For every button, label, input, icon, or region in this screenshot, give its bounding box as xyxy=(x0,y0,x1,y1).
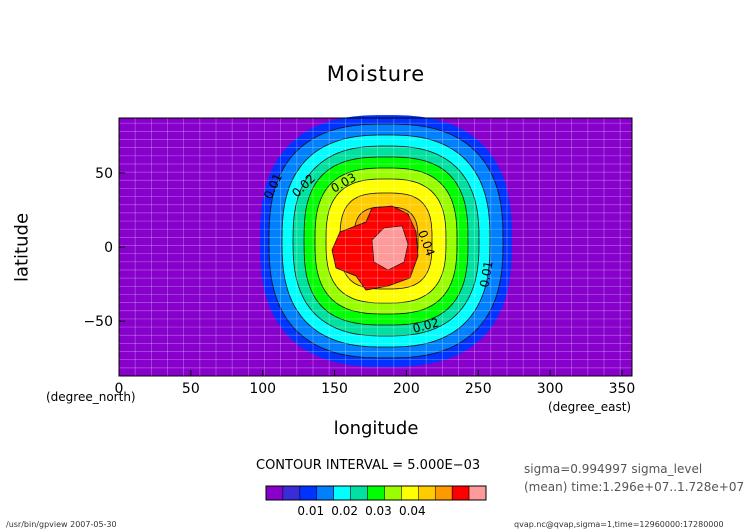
x-tick-label: 150 xyxy=(321,381,348,397)
colorbar-swatch xyxy=(282,485,301,501)
colorbar-swatch xyxy=(401,485,419,501)
y-tick-label: 50 xyxy=(95,166,113,182)
x-tick-label: 100 xyxy=(249,381,276,397)
colorbar-tick-label: 0.04 xyxy=(399,504,426,518)
x-tick-label: 350 xyxy=(609,381,636,397)
contour-label: 0.02 xyxy=(411,315,440,335)
colorbar-swatch xyxy=(367,485,385,501)
colorbar-swatch xyxy=(451,485,470,501)
contour-interval-text: CONTOUR INTERVAL = 5.000E−03 xyxy=(256,458,481,473)
footer-left: /usr/bin/gpview 2007-05-30 xyxy=(6,520,117,529)
colorbar-swatch xyxy=(299,485,318,501)
chart-title: Moisture xyxy=(326,62,426,86)
colorbar-swatch xyxy=(316,485,334,501)
colorbar-tick-label: 0.01 xyxy=(297,504,324,518)
colorbar-swatch xyxy=(434,485,453,501)
y-tick-label: 0 xyxy=(104,240,113,256)
colorbar-tick-label: 0.03 xyxy=(365,504,392,518)
y-axis-unit: (degree_north) xyxy=(46,390,136,404)
x-axis-unit: (degree_east) xyxy=(548,400,632,414)
colorbar-frame xyxy=(265,485,487,501)
x-tick-label: 250 xyxy=(465,381,492,397)
x-tick-label: 200 xyxy=(393,381,420,397)
colorbar-swatch xyxy=(350,485,368,501)
y-axis-label: latitude xyxy=(11,212,33,283)
contour-label: 0.01 xyxy=(477,260,495,289)
footer-right: qvap.nc@qvap,sigma=1,time=12960000:17280… xyxy=(514,520,724,529)
x-axis-label: longitude xyxy=(333,418,419,439)
colorbar-swatch xyxy=(265,485,284,501)
y-tick-label: −50 xyxy=(83,314,113,330)
x-tick-label: 0 xyxy=(115,381,124,397)
colorbar-swatch xyxy=(384,485,402,501)
sigma-info: sigma=0.994997 sigma_level xyxy=(524,462,703,476)
x-tick-label: 300 xyxy=(537,381,564,397)
colorbar-swatch xyxy=(468,485,487,501)
time-info: (mean) time:1.296e+07..1.728e+07 xyxy=(524,480,745,494)
contour-maximum xyxy=(371,225,409,271)
colorbar-swatch xyxy=(418,485,436,501)
colorbar-tick-label: 0.02 xyxy=(331,504,358,518)
x-tick-label: 50 xyxy=(182,381,200,397)
colorbar-swatch xyxy=(333,485,351,501)
